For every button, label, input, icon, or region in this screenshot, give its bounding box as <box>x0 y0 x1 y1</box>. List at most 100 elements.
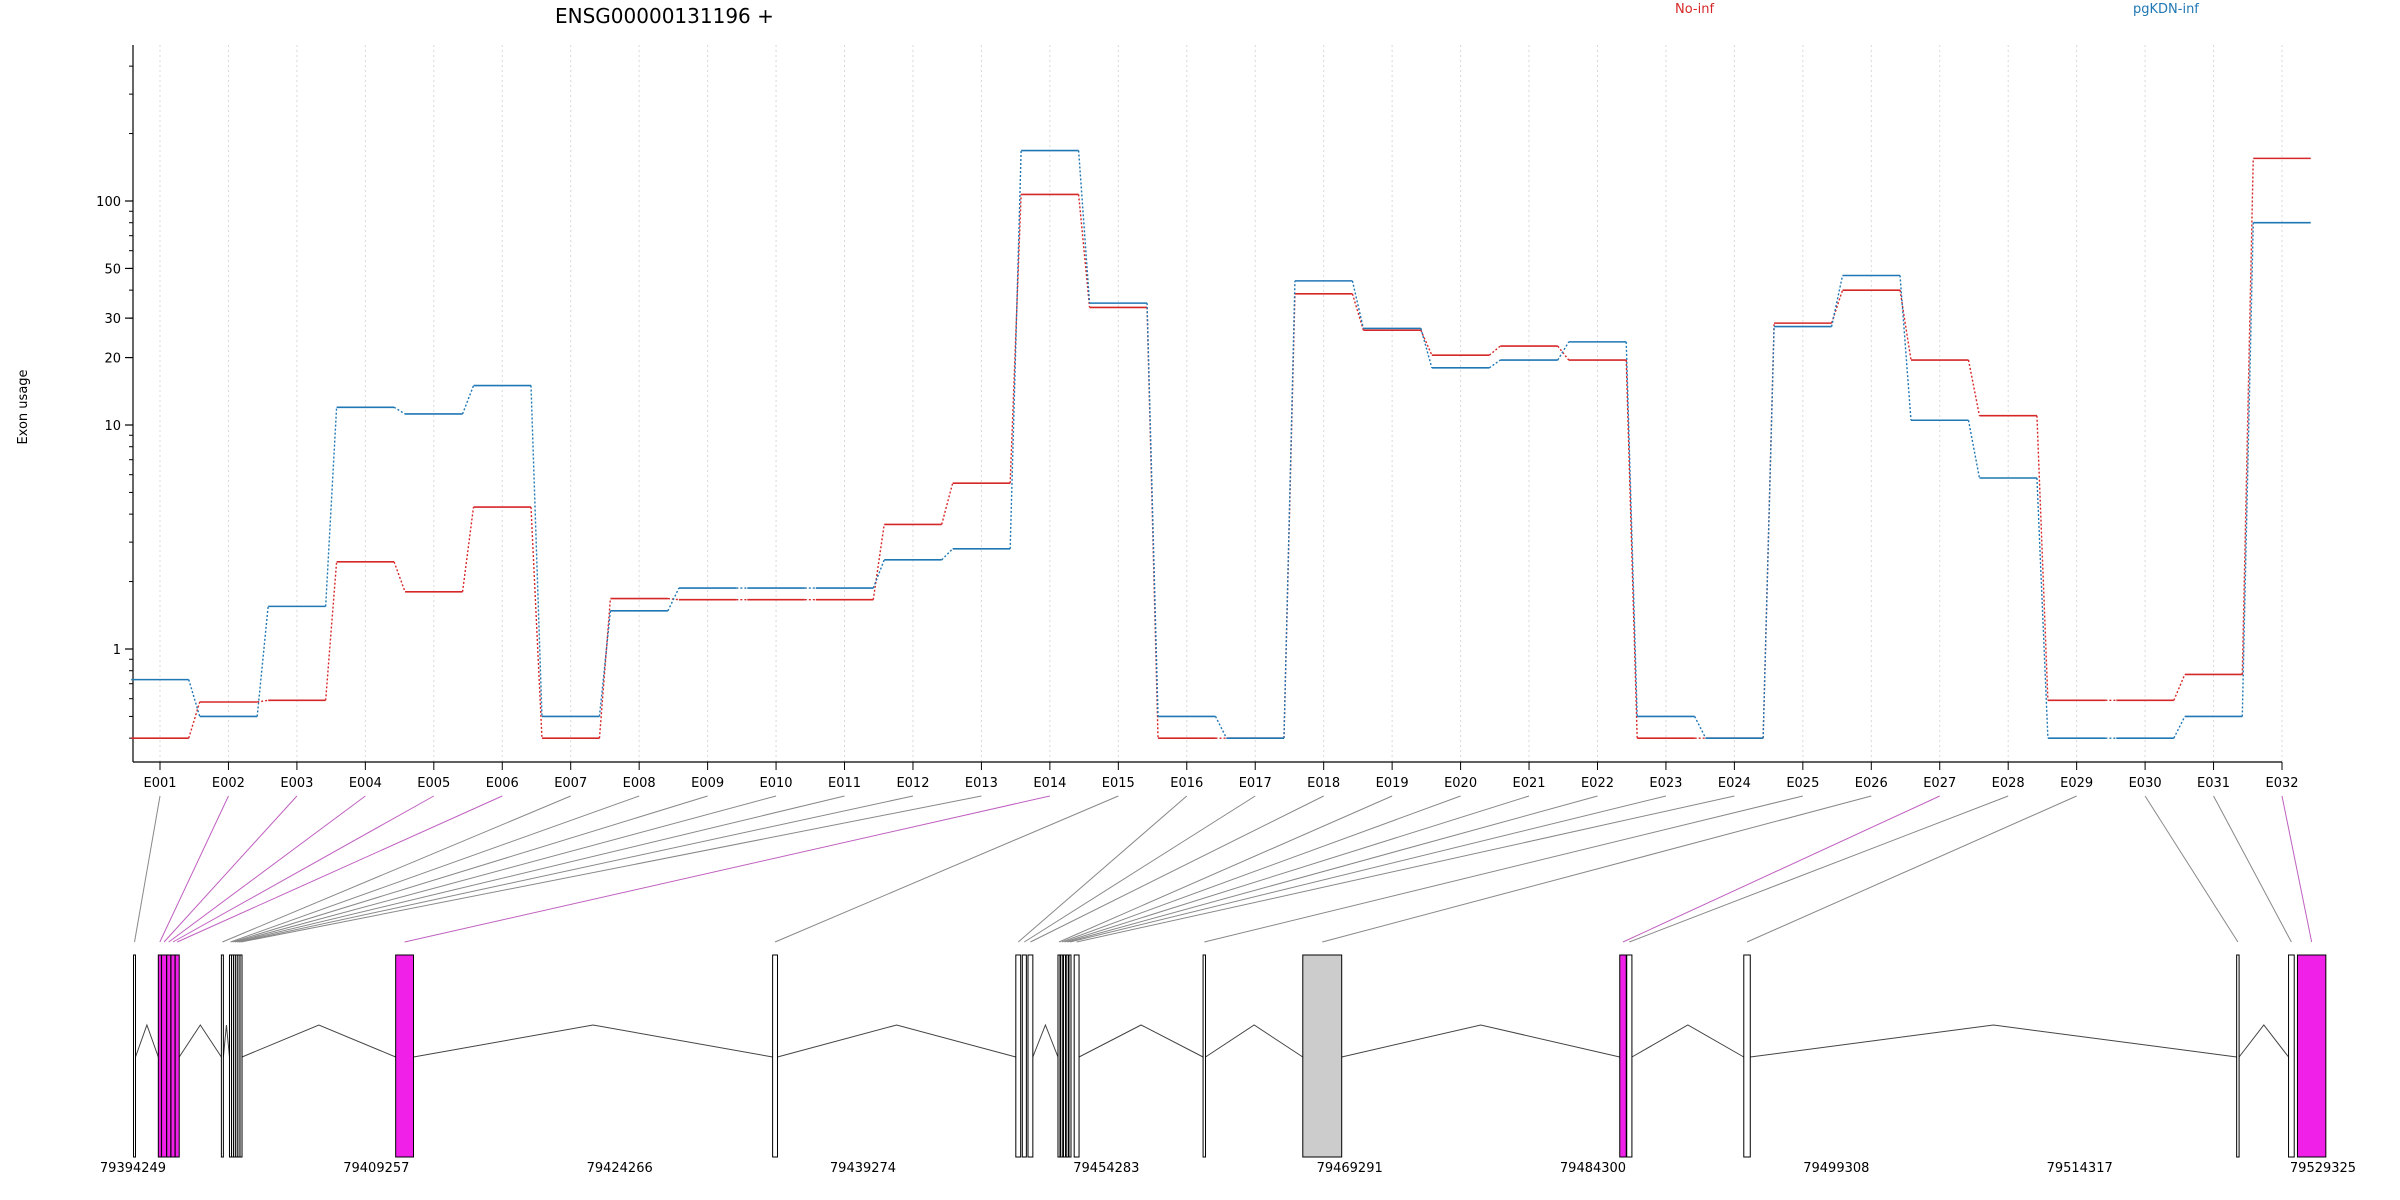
exon-box-e026 <box>1302 954 1343 1158</box>
connector-e012 <box>238 795 914 943</box>
connector-e027 <box>1622 795 1940 943</box>
series-no-inf <box>131 157 2311 739</box>
exon-label-e003: E003 <box>280 776 313 791</box>
exon-label-e022: E022 <box>1581 776 1614 791</box>
connector-e023 <box>1069 795 1667 943</box>
coord-tick-label-2: 79424266 <box>587 1161 653 1176</box>
connector-e007 <box>222 795 571 943</box>
step-no-inf-e007 <box>598 598 612 739</box>
step-pgkdn-inf-e007 <box>598 610 612 717</box>
step-no-inf-e021 <box>1557 345 1570 361</box>
connector-e010 <box>234 795 777 943</box>
exon-label-e018: E018 <box>1307 776 1340 791</box>
step-pgkdn-inf-e008 <box>667 587 680 612</box>
step-pgkdn-inf-e022 <box>1625 341 1638 717</box>
exon-label-e017: E017 <box>1239 776 1272 791</box>
exon-label-e027: E027 <box>1923 776 1956 791</box>
exon-box-e025 <box>1202 954 1207 1158</box>
y-tick-label-1: 1 <box>113 643 121 658</box>
step-pgkdn-inf-e014 <box>1077 150 1091 304</box>
connector-e004 <box>168 795 366 943</box>
exon-label-e014: E014 <box>1033 776 1066 791</box>
exon-box-e019 <box>1057 954 1061 1158</box>
intron-e030-e031 <box>2238 1024 2289 1058</box>
y-axis: 1 10 20 30 50 100 <box>96 45 134 762</box>
connector-e017 <box>1024 795 1256 943</box>
exon-connector-lines <box>134 795 2313 943</box>
connector-e002 <box>159 795 229 943</box>
step-no-inf-e020 <box>1488 345 1501 356</box>
y-axis-label: Exon usage <box>16 369 31 444</box>
exon-box-e013 <box>239 954 243 1158</box>
exon-box-e023 <box>1068 954 1072 1158</box>
connector-e009 <box>232 795 708 943</box>
step-pgkdn-inf-e026 <box>1899 275 1912 421</box>
exon-label-e008: E008 <box>623 776 656 791</box>
step-pgkdn-inf-e020 <box>1488 359 1501 369</box>
connector-e003 <box>163 795 298 943</box>
exon-box-e031 <box>2288 954 2295 1158</box>
connector-e031 <box>2213 795 2292 943</box>
connector-e014 <box>404 795 1050 943</box>
exon-label-e031: E031 <box>2197 776 2230 791</box>
step-pgkdn-inf-e005 <box>461 385 475 415</box>
coord-tick-label-5: 79469291 <box>1317 1161 1383 1176</box>
exon-box-e030 <box>2236 954 2240 1158</box>
y-tick-label-30: 30 <box>104 312 121 327</box>
step-no-inf-e014 <box>1077 194 1091 308</box>
exon-box-e006 <box>174 954 180 1158</box>
exon-box-e021 <box>1062 954 1066 1158</box>
connector-e030 <box>2144 795 2239 943</box>
step-no-inf-e018 <box>1351 293 1365 331</box>
intron-e013-e014 <box>241 1024 396 1058</box>
step-pgkdn-inf-e017 <box>1283 280 1296 739</box>
exon-box-e022 <box>1065 954 1069 1158</box>
connector-e022 <box>1067 795 1598 943</box>
exon-label-e029: E029 <box>2060 776 2093 791</box>
connector-e019 <box>1058 795 1393 943</box>
step-pgkdn-inf-e004 <box>393 406 406 415</box>
exon-box-e028 <box>1626 954 1633 1158</box>
exon-label-e026: E026 <box>1855 776 1888 791</box>
step-pgkdn-inf-e011 <box>872 559 885 589</box>
intron-e028-e029 <box>1631 1024 1745 1058</box>
step-no-inf-e031 <box>2241 158 2254 675</box>
intron-e015-e016 <box>777 1024 1016 1058</box>
exon-box-e020 <box>1060 954 1064 1158</box>
step-pgkdn-inf-e021 <box>1557 341 1570 361</box>
step-no-inf-e003 <box>324 561 338 701</box>
exon-box-e002 <box>157 954 162 1158</box>
chart-title: ENSG00000131196 + <box>555 4 774 28</box>
intron-e026-e027 <box>1341 1024 1620 1058</box>
connector-e018 <box>1030 795 1324 943</box>
step-pgkdn-inf-e030 <box>2173 716 2186 739</box>
step-pgkdn-inf-e025 <box>1830 275 1844 327</box>
intron-e018-e019 <box>1032 1023 1059 1058</box>
exon-box-e029 <box>1743 954 1751 1158</box>
exon-label-e001: E001 <box>143 776 176 791</box>
intron-e014-e015 <box>413 1024 773 1058</box>
exon-box-e004 <box>166 954 172 1158</box>
coord-tick-label-8: 79514317 <box>2047 1161 2113 1176</box>
connector-e026 <box>1322 795 1872 943</box>
exon-label-e015: E015 <box>1102 776 1135 791</box>
exon-box-e015 <box>772 954 778 1158</box>
exon-box-e018 <box>1027 954 1034 1158</box>
step-no-inf-e019 <box>1420 329 1433 356</box>
step-pgkdn-inf-e013 <box>1009 150 1022 549</box>
exon-label-e011: E011 <box>828 776 861 791</box>
step-pgkdn-inf-e023 <box>1694 716 1707 739</box>
series-pgkdn-inf <box>131 149 2311 739</box>
series-lines <box>131 149 2311 739</box>
connector-e021 <box>1064 795 1530 943</box>
intron-e024-e025 <box>1078 1024 1204 1058</box>
exon-label-e004: E004 <box>349 776 382 791</box>
step-pgkdn-inf-e015 <box>1146 303 1159 717</box>
step-pgkdn-inf-e019 <box>1420 328 1433 369</box>
step-no-inf-e027 <box>1967 359 1981 416</box>
step-no-inf-e004 <box>393 561 406 593</box>
connector-e006 <box>176 795 503 943</box>
y-tick-label-100: 100 <box>96 195 121 210</box>
connector-e028 <box>1629 795 2009 943</box>
